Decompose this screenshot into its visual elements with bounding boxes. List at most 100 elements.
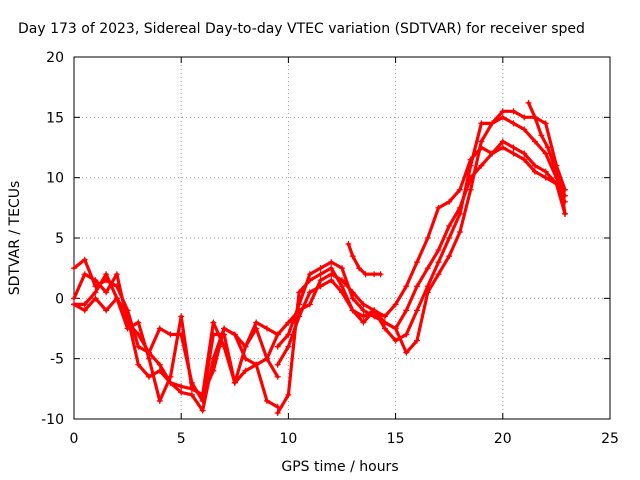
series-segment bbox=[243, 357, 258, 367]
series-track-7 bbox=[274, 114, 568, 368]
series-segment bbox=[458, 157, 473, 192]
series-segment bbox=[308, 266, 323, 276]
series-segment bbox=[318, 278, 333, 288]
series-segment bbox=[104, 296, 119, 312]
series-segment bbox=[447, 206, 462, 228]
series-segment bbox=[544, 151, 559, 180]
series-segment bbox=[211, 320, 226, 349]
series-segment bbox=[308, 284, 323, 294]
y-tick-label: 10 bbox=[46, 171, 64, 187]
y-tick-label: -5 bbox=[50, 352, 64, 368]
series-segment bbox=[458, 188, 473, 234]
series-segment bbox=[265, 326, 280, 337]
series-segment bbox=[72, 258, 87, 270]
series-segment bbox=[394, 326, 408, 355]
series-segment bbox=[72, 272, 87, 300]
series-segment bbox=[254, 326, 269, 361]
series-segment bbox=[93, 296, 108, 312]
series-segment bbox=[168, 381, 183, 389]
grid-lines bbox=[74, 57, 610, 419]
series-segment bbox=[415, 266, 430, 288]
series-segment bbox=[340, 266, 355, 300]
series-segment bbox=[276, 332, 290, 349]
x-tick-label: 25 bbox=[601, 431, 619, 447]
x-tick-label: 0 bbox=[70, 431, 79, 447]
series-segment bbox=[297, 290, 312, 319]
series-segment bbox=[147, 351, 162, 367]
x-tick-label: 10 bbox=[279, 431, 297, 447]
series-track-10 bbox=[525, 99, 568, 217]
series-segment bbox=[190, 393, 205, 413]
series-segment bbox=[490, 145, 505, 156]
series-segment bbox=[394, 308, 408, 331]
series-segment bbox=[447, 212, 462, 240]
series-segment bbox=[254, 363, 269, 403]
series-segment bbox=[469, 121, 483, 168]
x-tick-label: 20 bbox=[494, 431, 512, 447]
series-segment bbox=[426, 248, 441, 270]
series-segment bbox=[351, 254, 361, 270]
series-segment bbox=[147, 326, 162, 355]
series-segment bbox=[533, 115, 543, 138]
series-segment bbox=[426, 272, 441, 294]
series-segment bbox=[297, 272, 312, 306]
chart-title: Day 173 of 2023, Sidereal Day-to-day VTE… bbox=[18, 21, 585, 37]
series-segment bbox=[222, 345, 237, 385]
series-segment bbox=[233, 345, 248, 385]
series-segment bbox=[351, 308, 366, 319]
series-segment bbox=[318, 260, 333, 270]
series-segment bbox=[243, 363, 258, 373]
series-segment bbox=[361, 308, 376, 319]
series-segment bbox=[383, 302, 398, 319]
series-segment bbox=[265, 399, 280, 409]
series-segment bbox=[511, 109, 526, 119]
series-segment bbox=[533, 164, 548, 174]
series-segment bbox=[83, 296, 98, 312]
series-segment bbox=[329, 278, 344, 294]
series-segment bbox=[276, 345, 290, 367]
series-segment bbox=[436, 254, 451, 276]
series-segment bbox=[394, 284, 408, 306]
y-axis-label: SDTVAR / TECUs bbox=[7, 181, 23, 296]
series-segment bbox=[276, 393, 290, 415]
series-segment bbox=[479, 151, 494, 168]
series-segment bbox=[286, 302, 301, 337]
series-segment bbox=[340, 290, 355, 312]
series-segment bbox=[544, 176, 559, 186]
series-segment bbox=[254, 357, 269, 367]
series-segment bbox=[404, 338, 419, 355]
series-segment bbox=[501, 139, 516, 150]
series-track-6 bbox=[274, 144, 568, 338]
series-segment bbox=[372, 314, 387, 325]
series-segment bbox=[265, 332, 280, 361]
data-point bbox=[274, 373, 281, 380]
series-segment bbox=[426, 260, 441, 288]
series-segment bbox=[501, 115, 516, 125]
series-segment bbox=[351, 296, 366, 312]
x-axis-label: GPS time / hours bbox=[281, 459, 398, 475]
series-segment bbox=[559, 182, 567, 216]
series-segment bbox=[522, 127, 537, 144]
series-segment bbox=[158, 326, 173, 337]
series-segment bbox=[346, 242, 355, 258]
series-segment bbox=[436, 224, 451, 252]
y-tick-labels: -10 -5 0 5 10 15 20 bbox=[41, 50, 64, 428]
series-segment bbox=[458, 164, 473, 216]
series-segment bbox=[522, 157, 537, 174]
series-segment bbox=[436, 236, 451, 264]
series-segment bbox=[158, 375, 173, 403]
series-segment bbox=[511, 145, 526, 156]
series-segment bbox=[254, 320, 269, 331]
series-track-8 bbox=[274, 108, 568, 356]
data-points bbox=[71, 99, 568, 416]
series-segment bbox=[329, 272, 344, 282]
data-point bbox=[377, 271, 384, 278]
series-segment bbox=[533, 170, 548, 180]
y-tick-label: -10 bbox=[41, 412, 64, 428]
series-segment bbox=[286, 314, 301, 349]
y-tick-label: 20 bbox=[46, 50, 64, 66]
series-segment bbox=[469, 139, 483, 192]
data-point bbox=[561, 210, 568, 217]
x-tick-label: 5 bbox=[177, 431, 186, 447]
